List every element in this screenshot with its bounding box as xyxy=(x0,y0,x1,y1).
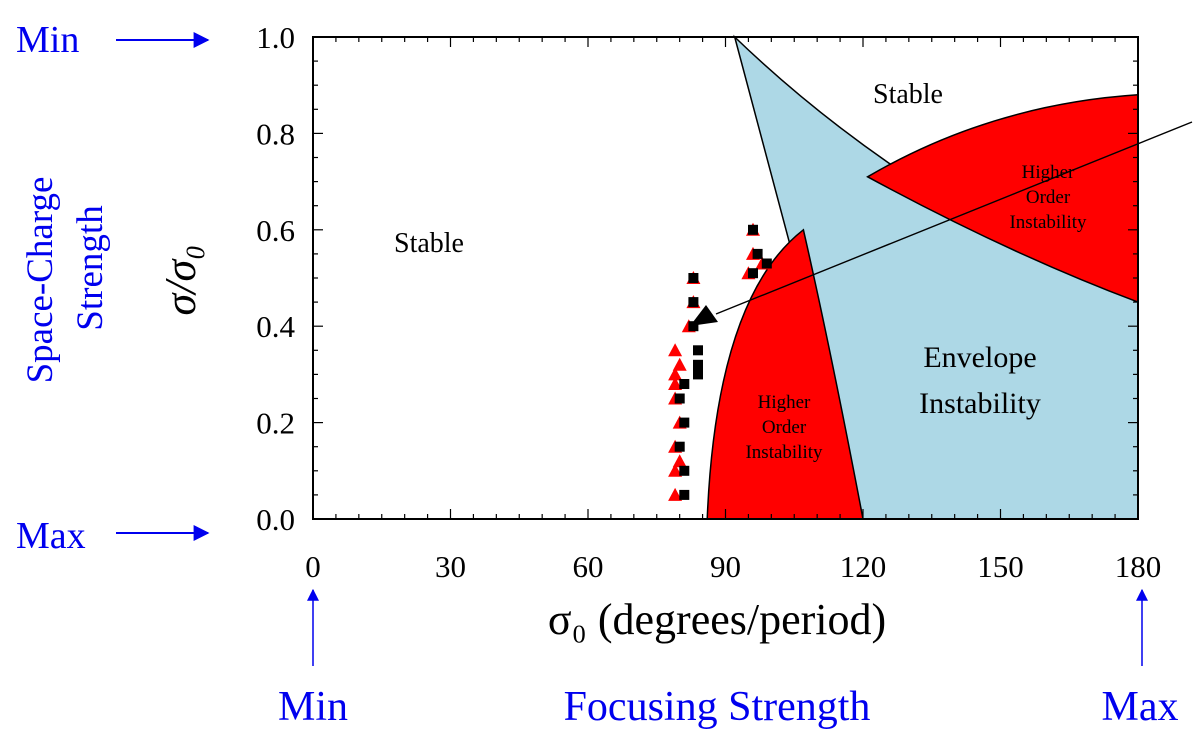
region-label-hoi-right-2: Order xyxy=(1026,187,1071,208)
square-marker-7 xyxy=(693,359,703,370)
y-tick-label: 0.6 xyxy=(256,213,295,248)
data-marks xyxy=(668,222,772,501)
square-marker-2 xyxy=(674,441,685,452)
square-marker-12 xyxy=(748,268,758,279)
square-marker-15 xyxy=(761,258,772,269)
triangle-marker-9 xyxy=(668,343,683,357)
square-marker-4 xyxy=(674,393,685,404)
x-caption: Focusing Strength xyxy=(564,684,871,730)
region-label-hoi-right-1: Higher xyxy=(1022,162,1075,183)
x-tick-label: 150 xyxy=(977,549,1024,584)
square-marker-10 xyxy=(688,297,699,308)
region-label-stable-left: Stable xyxy=(394,228,464,259)
pointer-arrowhead xyxy=(690,305,718,326)
y-caption-line2: Strength xyxy=(70,205,111,331)
y-tick-label: 0.8 xyxy=(256,116,295,151)
axis-ticks: 0 30 60 90 120 150 180 0.0 0.2 0.4 0.6 0.8 1.0 xyxy=(256,20,1161,584)
region-label-envelope-2: Instability xyxy=(919,387,1041,420)
square-marker-5 xyxy=(679,379,690,389)
square-marker-1 xyxy=(679,465,690,476)
y-bottom-label: Max xyxy=(16,515,86,557)
square-marker-3 xyxy=(679,417,690,428)
region-label-hoi-left-1: Higher xyxy=(758,392,811,413)
x-tick-label: 180 xyxy=(1115,549,1162,584)
x-tick-label: 120 xyxy=(840,549,887,584)
triangle-marker-1 xyxy=(668,463,683,477)
pointer-line xyxy=(715,121,1193,315)
square-marker-14 xyxy=(748,224,758,235)
x-tick-label: 30 xyxy=(435,549,466,584)
higher-order-region-left xyxy=(706,228,864,520)
x-axis-title: σ₀ (degrees/period) xyxy=(548,595,886,644)
region-label-envelope-1: Envelope xyxy=(923,341,1036,374)
triangle-marker-7 xyxy=(668,367,683,381)
x-tick-label: 60 xyxy=(573,549,604,584)
y-caption-line1: Space-Charge xyxy=(20,177,61,384)
square-marker-11 xyxy=(688,273,699,283)
region-label-hoi-left-3: Instability xyxy=(745,442,823,463)
square-marker-0 xyxy=(679,489,690,500)
square-marker-13 xyxy=(752,248,763,259)
triangle-marker-8 xyxy=(672,357,687,371)
triangle-marker-6 xyxy=(668,377,683,390)
region-label-stable-top: Stable xyxy=(873,79,943,110)
region-label-hoi-right-3: Instability xyxy=(1009,212,1087,233)
triangle-marker-2 xyxy=(672,454,687,468)
y-tick-label: 0.0 xyxy=(256,502,295,537)
x-tick-label: 90 xyxy=(710,549,741,584)
triangle-marker-0 xyxy=(668,487,683,501)
x-right-label: Max xyxy=(1102,684,1179,730)
square-marker-9 xyxy=(688,321,699,332)
square-marker-6 xyxy=(693,369,703,380)
y-tick-label: 1.0 xyxy=(256,20,295,55)
y-tick-label: 0.4 xyxy=(256,309,295,344)
y-top-label: Min xyxy=(16,19,79,61)
x-left-label: Min xyxy=(278,684,348,730)
square-marker-8 xyxy=(693,345,703,356)
y-tick-label: 0.2 xyxy=(256,406,295,441)
region-label-hoi-left-2: Order xyxy=(762,417,807,438)
y-axis-title: σ/σ₀ xyxy=(156,245,205,316)
x-tick-label: 0 xyxy=(305,549,321,584)
